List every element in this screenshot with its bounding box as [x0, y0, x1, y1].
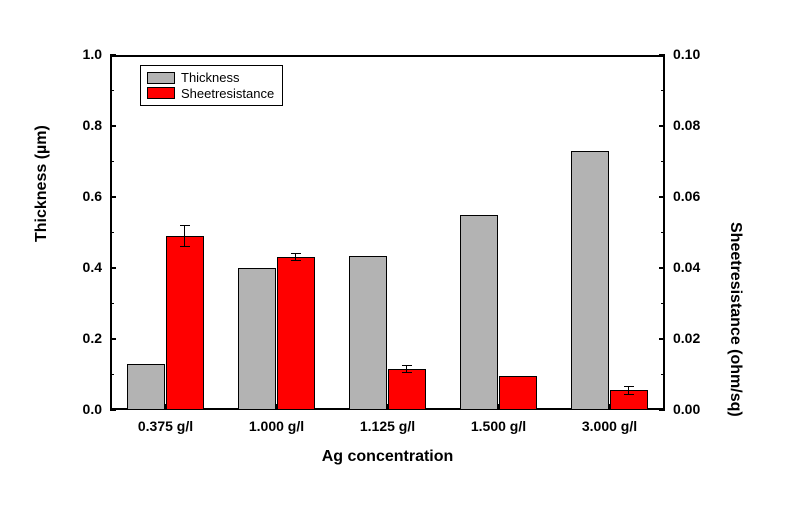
y-left-tick — [110, 267, 116, 269]
y-left-minor-tick — [110, 161, 114, 162]
legend: ThicknessSheetresistance — [140, 65, 283, 106]
bar-thickness — [349, 256, 388, 410]
y-left-tick-label: 0.2 — [83, 330, 102, 346]
x-tick-label: 0.375 g/l — [110, 418, 221, 434]
legend-item-thickness: Thickness — [147, 70, 274, 86]
legend-label-thickness: Thickness — [181, 70, 240, 86]
y-left-minor-tick — [110, 374, 114, 375]
error-bar-cap — [402, 365, 412, 366]
y-left-minor-tick — [110, 90, 114, 91]
y-right-tick — [659, 196, 665, 198]
y-right-tick — [659, 338, 665, 340]
x-tick-label: 1.500 g/l — [443, 418, 554, 434]
bar-sheetresistance — [499, 376, 538, 410]
error-bar-cap — [291, 260, 301, 261]
y-right-tick-label: 0.00 — [673, 401, 700, 417]
x-tick-label: 1.000 g/l — [221, 418, 332, 434]
y-right-tick-label: 0.10 — [673, 46, 700, 62]
error-bar-cap — [402, 372, 412, 373]
y-right-tick — [659, 267, 665, 269]
y-left-tick — [110, 125, 116, 127]
bar-thickness — [127, 364, 166, 410]
x-tick-label: 1.125 g/l — [332, 418, 443, 434]
error-bar-line — [184, 225, 185, 246]
y-left-minor-tick — [110, 232, 114, 233]
error-bar-cap — [624, 394, 634, 395]
y-right-minor-tick — [661, 303, 665, 304]
y-right-minor-tick — [661, 90, 665, 91]
error-bar-cap — [291, 253, 301, 254]
bar-thickness — [460, 215, 499, 410]
error-bar-cap — [180, 246, 190, 247]
y-right-tick-label: 0.04 — [673, 259, 700, 275]
y-right-tick-label: 0.08 — [673, 117, 700, 133]
y-right-tick — [659, 54, 665, 56]
y-left-tick — [110, 409, 116, 411]
legend-swatch-thickness — [147, 72, 175, 84]
x-axis-title: Ag concentration — [110, 448, 665, 466]
y-left-tick — [110, 196, 116, 198]
y-left-tick-label: 1.0 — [83, 46, 102, 62]
legend-swatch-sheetresistance — [147, 87, 175, 99]
x-tick-label: 3.000 g/l — [554, 418, 665, 434]
legend-item-sheetresistance: Sheetresistance — [147, 86, 274, 102]
bar-thickness — [238, 268, 277, 410]
y-left-minor-tick — [110, 303, 114, 304]
bar-sheetresistance — [166, 236, 205, 410]
bar-thickness — [571, 151, 610, 410]
y-right-tick — [659, 125, 665, 127]
y-left-tick-label: 0.8 — [83, 117, 102, 133]
y-left-axis-title: Thickness (µm) — [33, 222, 51, 242]
y-left-tick — [110, 54, 116, 56]
y-right-minor-tick — [661, 161, 665, 162]
error-bar-cap — [180, 225, 190, 226]
y-right-axis-title: Sheetresistance (ohm/sq) — [726, 222, 744, 242]
y-left-tick-label: 0.0 — [83, 401, 102, 417]
bar-sheetresistance — [277, 257, 316, 410]
y-left-tick — [110, 338, 116, 340]
legend-label-sheetresistance: Sheetresistance — [181, 86, 274, 102]
y-right-tick — [659, 409, 665, 411]
bar-sheetresistance — [388, 369, 427, 410]
error-bar-cap — [624, 386, 634, 387]
y-right-minor-tick — [661, 232, 665, 233]
y-right-minor-tick — [661, 374, 665, 375]
y-right-tick-label: 0.02 — [673, 330, 700, 346]
y-right-tick-label: 0.06 — [673, 188, 700, 204]
y-left-tick-label: 0.4 — [83, 259, 102, 275]
y-left-tick-label: 0.6 — [83, 188, 102, 204]
